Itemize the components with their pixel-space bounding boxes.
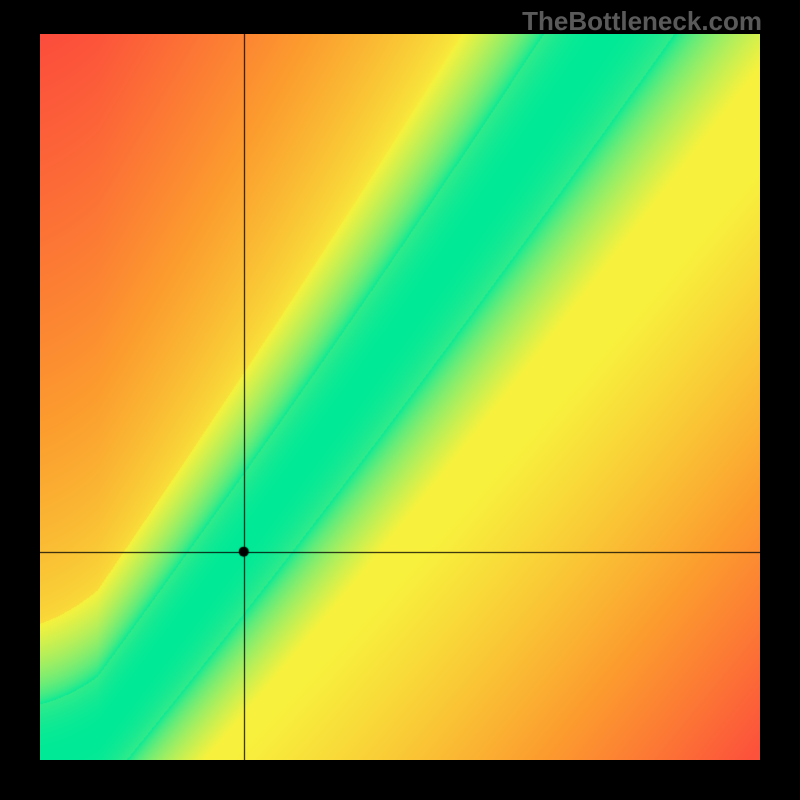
watermark-text: TheBottleneck.com [522,6,762,37]
chart-container: TheBottleneck.com [0,0,800,800]
bottleneck-heatmap [40,34,760,760]
